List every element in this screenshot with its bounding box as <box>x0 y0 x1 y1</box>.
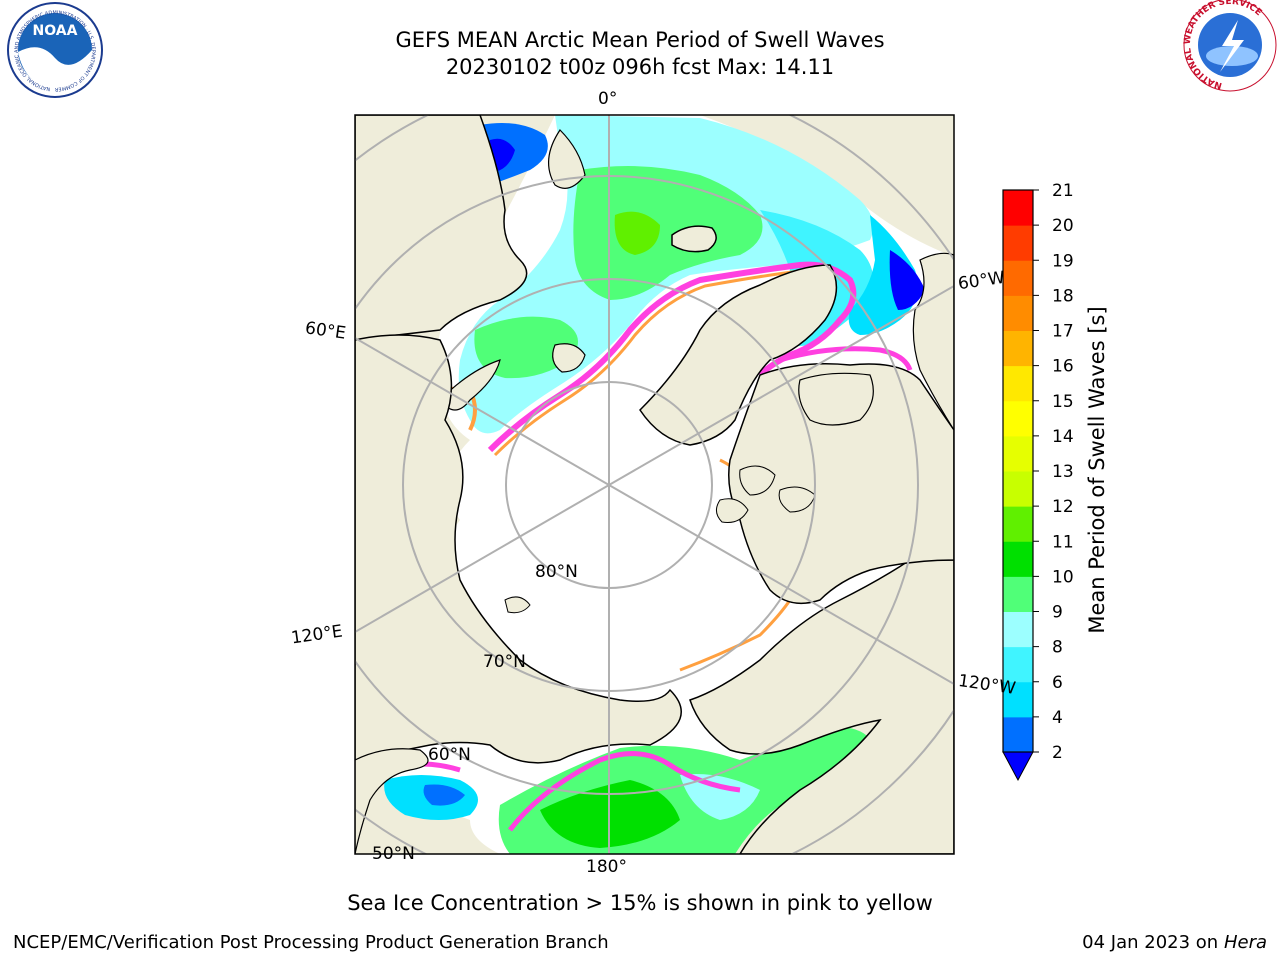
meridian-120w <box>608 484 954 685</box>
colorbar-segment <box>1003 506 1033 542</box>
colorbar-segment <box>1003 365 1033 402</box>
land-british-isles <box>548 129 586 189</box>
colorbar-segment <box>1003 646 1033 683</box>
lat-label-80: 80°N <box>535 562 578 582</box>
meridian-60e <box>355 337 610 486</box>
colorbar-tick-label: 11 <box>1052 532 1074 552</box>
noaa-logo-text: NOAA <box>33 23 78 39</box>
land-scandinavia <box>355 115 528 341</box>
sea-ice-edge-labrador <box>779 346 913 371</box>
colorbar-tick-label: 14 <box>1052 427 1074 447</box>
land-iceland <box>671 225 717 253</box>
colorbar-tick-label: 2 <box>1052 743 1063 763</box>
lat-label-50: 50°N <box>372 844 415 864</box>
sea-ice-note: Sea Ice Concentration > 15% is shown in … <box>347 891 933 915</box>
chart-title: GEFS MEAN Arctic Mean Period of Swell Wa… <box>395 28 885 52</box>
colorbar-tick-label: 8 <box>1052 638 1063 658</box>
swell-region-green-core <box>614 211 660 255</box>
colorbar-segment <box>1003 400 1033 437</box>
colorbar-label: Mean Period of Swell Waves [s] <box>1085 306 1109 634</box>
colorbar-tick-label: 10 <box>1052 567 1074 587</box>
colorbar-segment <box>1003 225 1033 261</box>
colorbar-segment <box>1003 190 1033 226</box>
meridian-120e <box>355 484 610 633</box>
footer-left-credit: NCEP/EMC/Verification Post Processing Pr… <box>13 932 609 953</box>
colorbar-under-arrow <box>1002 751 1034 782</box>
land-kamchatka <box>355 748 429 854</box>
footer-date: 04 Jan 2023 on <box>1082 932 1224 953</box>
swell-region-green-barents <box>474 316 578 379</box>
land-labrador <box>912 252 954 432</box>
colorbar-tick-label: 19 <box>1052 251 1074 271</box>
graticule <box>355 115 954 854</box>
land-archipelago-island-c <box>716 498 749 523</box>
colorbar-tick-label: 6 <box>1052 673 1063 693</box>
swell-region-bering-cyan <box>680 774 760 820</box>
land-canada <box>728 363 954 605</box>
colorbar-tick-label: 4 <box>1052 708 1063 728</box>
colorbar-tick-label: 17 <box>1052 322 1074 342</box>
swell-region-okhotsk-blue <box>423 784 465 806</box>
sea-ice-edge-alaska <box>679 599 792 672</box>
map-panel <box>354 114 955 855</box>
nws-logo: NATIONAL WEATHER SERVICE <box>1183 0 1277 92</box>
lat-label-70: 70°N <box>483 652 526 672</box>
swell-region-labrador-blue <box>889 250 925 310</box>
colorbar-segment <box>1003 260 1033 296</box>
map-frame <box>354 114 955 855</box>
colorbar-segment <box>1003 295 1033 331</box>
sea-ice-edge-atlantic-inner <box>493 269 801 457</box>
colorbar-tick-label: 21 <box>1052 181 1074 201</box>
land-archipelago-island-b <box>778 486 816 513</box>
lat-label-60: 60°N <box>428 745 471 765</box>
colorbar-segment <box>1003 716 1033 753</box>
lon-label-0: 0° <box>598 89 618 109</box>
swell-region-green-north-atlantic <box>573 166 763 300</box>
colorbar-tick-label: 20 <box>1052 216 1074 236</box>
sea-ice-edge-atlantic <box>487 261 857 453</box>
colorbar-segment <box>1003 330 1033 367</box>
land-new-siberian-islands <box>504 596 531 614</box>
land-baffin-island <box>798 372 874 426</box>
colorbar-tick-label: 15 <box>1052 392 1074 412</box>
land-novaya-zemlya <box>439 359 501 411</box>
colorbar-segment <box>1003 681 1033 718</box>
footer-machine: Hera <box>1223 932 1267 953</box>
land-archipelago-island-a <box>739 465 776 496</box>
colorbar-tick-label: 18 <box>1052 286 1074 306</box>
colorbar-tick-label: 16 <box>1052 357 1074 377</box>
noaa-logo: NOAA NATIONAL OCEANIC AND ATMOSPHERIC AD… <box>0 0 103 98</box>
colorbar-tick-label: 13 <box>1052 462 1074 482</box>
meridian-60w <box>608 285 954 486</box>
colorbar-segment <box>1003 435 1033 472</box>
colorbar-segment <box>1003 471 1033 507</box>
colorbar-segment <box>1003 611 1033 648</box>
colorbar-tick-label: 9 <box>1052 603 1063 623</box>
colorbar-segment <box>1003 576 1033 612</box>
colorbar-tick-label: 12 <box>1052 497 1074 517</box>
land-siberia <box>355 334 682 764</box>
land-svalbard <box>552 343 586 373</box>
colorbar-segment <box>1003 541 1033 577</box>
chart-subtitle: 20230102 t00z 096h fcst Max: 14.11 <box>445 55 835 79</box>
footer-right-date: 04 Jan 2023 on Hera <box>1082 932 1267 953</box>
land-greenland <box>639 264 838 446</box>
lon-label-180: 180° <box>586 857 627 877</box>
colorbar: 2 4 6 8 9 10 11 12 13 14 15 16 17 18 19 20 21 <box>1002 181 1074 782</box>
